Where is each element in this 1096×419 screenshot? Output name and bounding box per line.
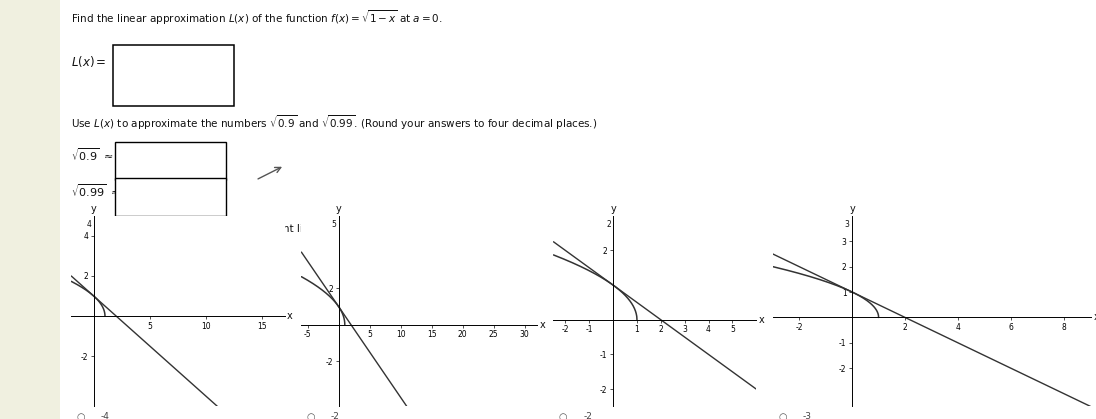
Text: x: x [539,320,545,330]
Text: 5: 5 [331,220,336,229]
Text: ○: ○ [559,412,568,419]
Text: x: x [1094,313,1096,323]
Text: Find the linear approximation $L(x)$ of the function $f(x) = \sqrt{1-x}$ at $a =: Find the linear approximation $L(x)$ of … [71,8,443,27]
Text: $\sqrt{0.9}\ \approx$: $\sqrt{0.9}\ \approx$ [71,147,114,163]
Text: Use $L(x)$ to approximate the numbers $\sqrt{0.9}$ and $\sqrt{0.99}$. (Round you: Use $L(x)$ to approximate the numbers $\… [71,113,597,132]
Text: 2: 2 [606,220,612,229]
FancyBboxPatch shape [115,178,227,216]
Text: $L(x) =$: $L(x) =$ [71,54,106,70]
Text: Use technology to graph f and the tangent line in the same viewing window.: Use technology to graph f and the tangen… [71,224,470,234]
Text: 3: 3 [844,220,849,229]
Text: y: y [91,204,96,214]
Text: ○: ○ [77,412,85,419]
Text: y: y [849,204,855,214]
Text: y: y [610,204,616,214]
Text: -4: -4 [101,412,110,419]
Text: 4: 4 [87,220,92,229]
Text: x: x [758,315,764,325]
Text: -2: -2 [331,412,340,419]
Text: ○: ○ [778,412,787,419]
Text: y: y [335,204,342,214]
Text: 0.9950: 0.9950 [152,192,189,202]
Text: -2: -2 [583,412,592,419]
FancyBboxPatch shape [115,142,227,180]
Text: $1 - \dfrac{1}{2x}$: $1 - \dfrac{1}{2x}$ [142,56,183,82]
FancyBboxPatch shape [113,45,235,106]
Text: $\sqrt{0.99}\ \approx$: $\sqrt{0.99}\ \approx$ [71,182,121,199]
Text: ○: ○ [307,412,316,419]
Text: 0.9500: 0.9500 [152,156,189,166]
Text: -3: -3 [802,412,811,419]
Text: x: x [287,311,293,321]
